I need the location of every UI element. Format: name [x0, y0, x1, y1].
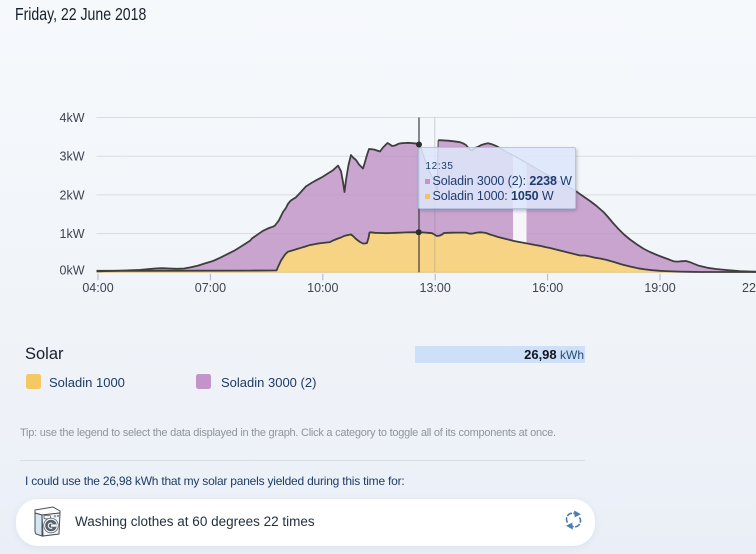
svg-text:2kW: 2kW	[60, 188, 85, 202]
svg-text:07:00: 07:00	[195, 281, 226, 295]
svg-text:22:00: 22:00	[742, 281, 756, 295]
svg-text:16:00: 16:00	[532, 281, 563, 295]
svg-text:13:00: 13:00	[420, 281, 451, 295]
svg-text:1kW: 1kW	[60, 227, 85, 241]
svg-text:04:00: 04:00	[82, 281, 113, 295]
svg-text:10:00: 10:00	[307, 281, 338, 295]
svg-text:19:00: 19:00	[644, 281, 675, 295]
svg-text:4kW: 4kW	[60, 111, 85, 125]
svg-text:3kW: 3kW	[60, 150, 85, 164]
svg-text:0kW: 0kW	[60, 264, 85, 278]
